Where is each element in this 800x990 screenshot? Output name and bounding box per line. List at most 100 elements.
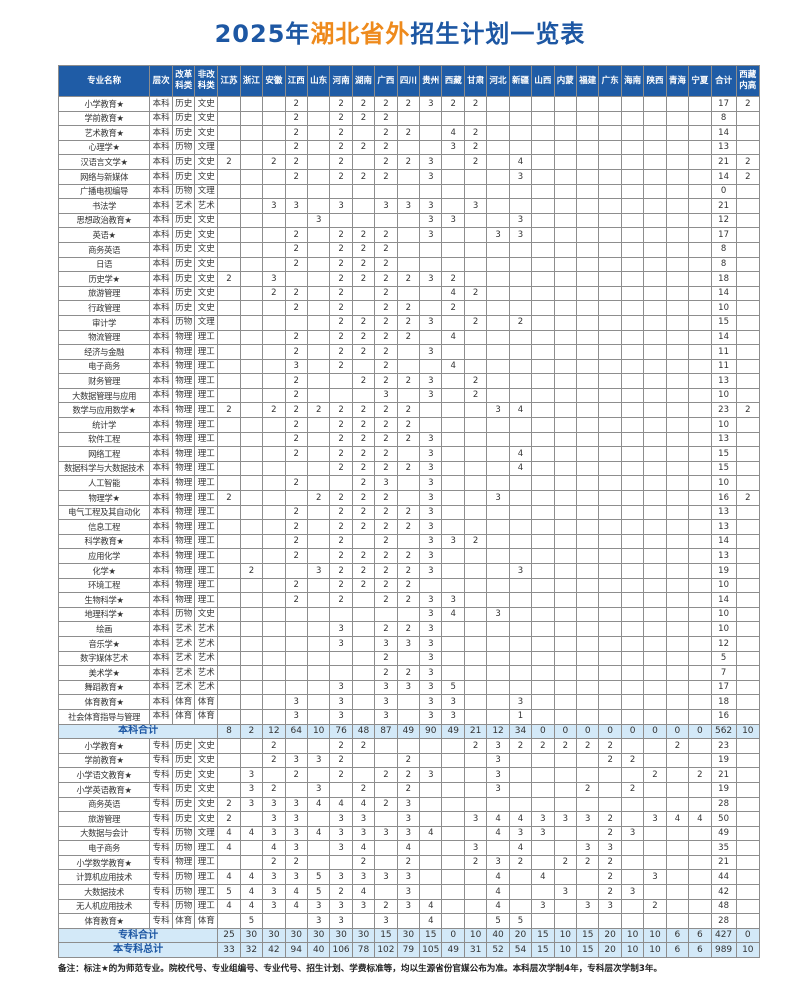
count-cell: 3 bbox=[374, 694, 398, 710]
count-cell: 3 bbox=[419, 446, 443, 462]
count-cell: 2 bbox=[374, 344, 398, 360]
count-cell bbox=[553, 869, 578, 886]
count-cell: 2 bbox=[284, 417, 308, 433]
count-cell bbox=[486, 679, 510, 696]
row-total-cell: 14 bbox=[710, 533, 737, 550]
count-cell bbox=[665, 767, 690, 783]
count-cell bbox=[735, 519, 761, 535]
count-cell: 5 bbox=[441, 679, 465, 696]
count-cell: 3 bbox=[508, 563, 533, 579]
count-cell: 3 bbox=[262, 271, 286, 287]
count-cell bbox=[351, 183, 376, 200]
category-cell: 历物 bbox=[172, 183, 196, 200]
count-cell bbox=[620, 271, 645, 287]
count-cell bbox=[665, 402, 690, 419]
count-cell bbox=[463, 417, 488, 433]
count-cell: 3 bbox=[306, 212, 331, 229]
count-cell bbox=[620, 402, 645, 419]
count-cell: 2 bbox=[374, 241, 398, 258]
count-cell bbox=[419, 884, 443, 900]
count-cell bbox=[576, 519, 600, 535]
count-cell bbox=[262, 708, 286, 725]
category-cell: 物理 bbox=[172, 460, 196, 477]
count-cell: 3 bbox=[419, 373, 443, 389]
count-cell bbox=[576, 110, 600, 127]
total-value-cell: 10 bbox=[463, 927, 488, 944]
count-cell bbox=[306, 665, 331, 681]
count-cell: 2 bbox=[351, 563, 376, 579]
category-cell: 物理 bbox=[172, 446, 196, 462]
total-value-cell: 10 bbox=[553, 942, 578, 959]
count-cell bbox=[598, 635, 622, 652]
count-cell: 4 bbox=[239, 825, 264, 842]
table-row: 体育教育★ 专科 体育 体育 5 3 3 3 4 5 5 28 bbox=[57, 913, 761, 929]
row-total-cell: 14 bbox=[710, 329, 737, 346]
count-cell bbox=[441, 475, 465, 492]
count-cell: 4 bbox=[508, 154, 533, 170]
count-cell: 2 bbox=[329, 139, 353, 156]
category-cell: 艺术 bbox=[194, 198, 219, 214]
count-cell: 2 bbox=[329, 752, 353, 769]
count-cell bbox=[598, 504, 622, 521]
category-cell: 本科 bbox=[149, 504, 174, 521]
count-cell: 4 bbox=[419, 898, 443, 915]
count-cell bbox=[531, 884, 555, 900]
count-cell bbox=[262, 548, 286, 564]
count-cell: 2 bbox=[284, 227, 308, 243]
count-cell bbox=[643, 650, 667, 667]
category-cell: 艺术 bbox=[172, 665, 196, 681]
count-cell bbox=[508, 125, 533, 141]
count-cell: 2 bbox=[598, 884, 622, 900]
count-cell: 3 bbox=[284, 825, 308, 842]
table-row: 社会体育指导与管理 本科 体育 体育 3 3 3 3 3 1 16 bbox=[57, 708, 761, 725]
count-cell bbox=[576, 271, 600, 287]
count-cell: 2 bbox=[374, 417, 398, 433]
count-cell bbox=[486, 460, 510, 477]
table-row: 审计学 本科 历物 文理 2 2 2 2 3 2 2 15 bbox=[57, 314, 761, 331]
count-cell bbox=[239, 358, 264, 375]
count-cell bbox=[486, 577, 510, 594]
count-cell bbox=[239, 490, 264, 506]
count-cell bbox=[688, 344, 712, 360]
count-cell: 4 bbox=[217, 898, 241, 915]
count-cell: 2 bbox=[396, 504, 421, 521]
count-cell: 2 bbox=[262, 854, 286, 871]
count-cell bbox=[598, 183, 622, 200]
row-total-cell: 28 bbox=[710, 796, 737, 813]
count-cell bbox=[239, 592, 264, 608]
count-cell bbox=[643, 300, 667, 316]
count-cell: 2 bbox=[351, 519, 376, 535]
count-cell bbox=[463, 110, 488, 127]
count-cell: 3 bbox=[419, 431, 443, 448]
total-value-cell: 0 bbox=[553, 723, 578, 740]
count-cell bbox=[463, 504, 488, 521]
count-cell bbox=[463, 329, 488, 346]
count-cell bbox=[239, 606, 264, 623]
count-cell bbox=[620, 650, 645, 667]
count-cell bbox=[735, 854, 761, 871]
count-cell: 2 bbox=[441, 300, 465, 316]
count-cell bbox=[239, 387, 264, 404]
category-cell: 本科 bbox=[149, 708, 174, 725]
count-cell: 2 bbox=[329, 314, 353, 331]
count-cell: 2 bbox=[374, 285, 398, 302]
category-cell: 物理 bbox=[172, 431, 196, 448]
enrollment-plan-table: 专业名称 层次 改革科类 非改科类 江苏 浙江 安徽 江西 山东 河南 湖南 广西 四川 贵州 西藏 甘肃 河北… bbox=[57, 65, 761, 959]
count-cell: 2 bbox=[396, 125, 421, 141]
total-value-cell: 64 bbox=[284, 723, 308, 740]
count-cell bbox=[441, 431, 465, 448]
count-cell bbox=[441, 650, 465, 667]
row-total-cell: 10 bbox=[710, 300, 737, 316]
table-row: 网络与新媒体 本科 历史 文史 2 2 2 2 3 3 14 2 bbox=[57, 168, 761, 185]
count-cell bbox=[665, 373, 690, 389]
count-cell: 2 bbox=[284, 402, 308, 419]
table-row: 软件工程 本科 物理 理工 2 2 2 2 2 3 13 bbox=[57, 431, 761, 448]
category-cell: 物理 bbox=[172, 854, 196, 871]
major-name-cell: 小学教育★ bbox=[57, 738, 151, 754]
count-cell bbox=[217, 519, 241, 535]
count-cell bbox=[306, 110, 331, 127]
count-cell bbox=[463, 708, 488, 725]
total-value-cell: 34 bbox=[508, 723, 533, 740]
count-cell bbox=[553, 431, 578, 448]
count-cell: 3 bbox=[419, 271, 443, 287]
